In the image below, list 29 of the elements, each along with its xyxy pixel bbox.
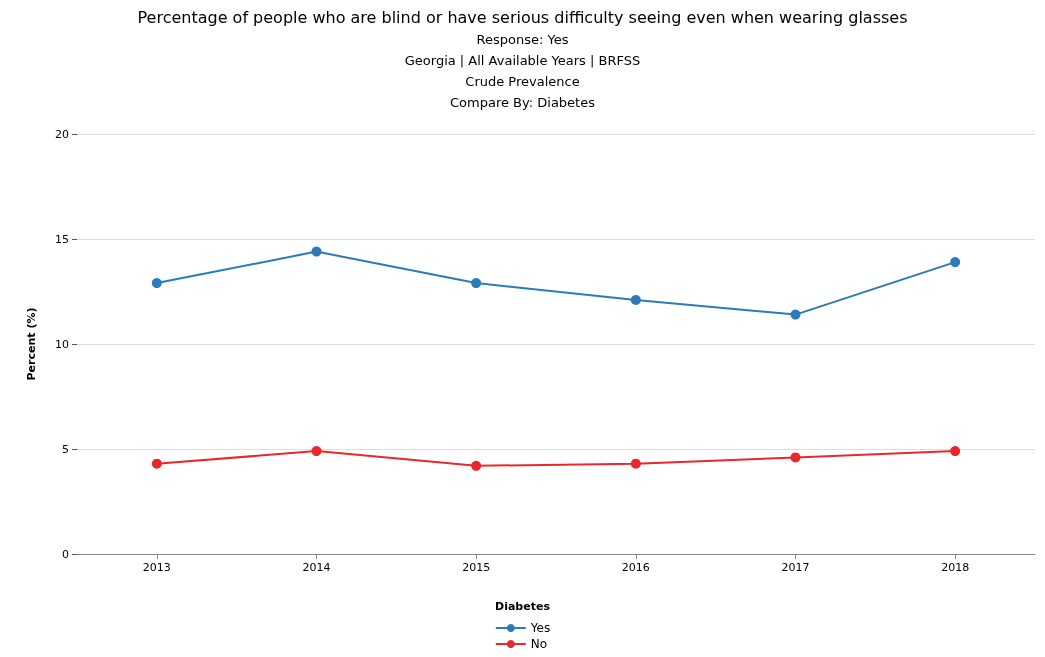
point: [630, 294, 641, 305]
x-tick-label: 2015: [462, 561, 491, 574]
chart-title: Percentage of people who are blind or have serious difficulty seeing even when wearing glasses: [137, 7, 908, 27]
x-tick-label: 2016: [621, 561, 650, 574]
legend-label: No: [530, 637, 548, 651]
x-tick-label: 2014: [302, 561, 331, 574]
point: [790, 309, 801, 320]
legend-label: Yes: [529, 621, 551, 635]
y-tick-label: 15: [55, 232, 69, 246]
chart-subtitle: Response: Yes Georgia | All Available Years | BRFSS Crude Prevalence Compare By: Diabetes: [404, 32, 641, 110]
y-tick-label: 0: [62, 547, 69, 561]
x-tick-label: 2013: [142, 561, 171, 574]
point: [151, 458, 162, 469]
point: [950, 446, 961, 457]
x-tick-label: 2018: [941, 561, 970, 574]
point: [471, 460, 482, 471]
x-tick-label: 2017: [781, 561, 810, 574]
point: [790, 452, 801, 463]
y-axis-title: Percent (%): [25, 307, 38, 381]
point: [630, 458, 641, 469]
y-tick-label: 5: [62, 442, 69, 456]
y-tick-label: 10: [55, 337, 69, 351]
point: [311, 246, 322, 257]
point: [151, 278, 162, 289]
y-tick-label: 20: [55, 127, 69, 141]
point: [311, 446, 322, 457]
legend-title: Diabetes: [495, 600, 551, 613]
point: [471, 278, 482, 289]
point: [950, 257, 961, 268]
